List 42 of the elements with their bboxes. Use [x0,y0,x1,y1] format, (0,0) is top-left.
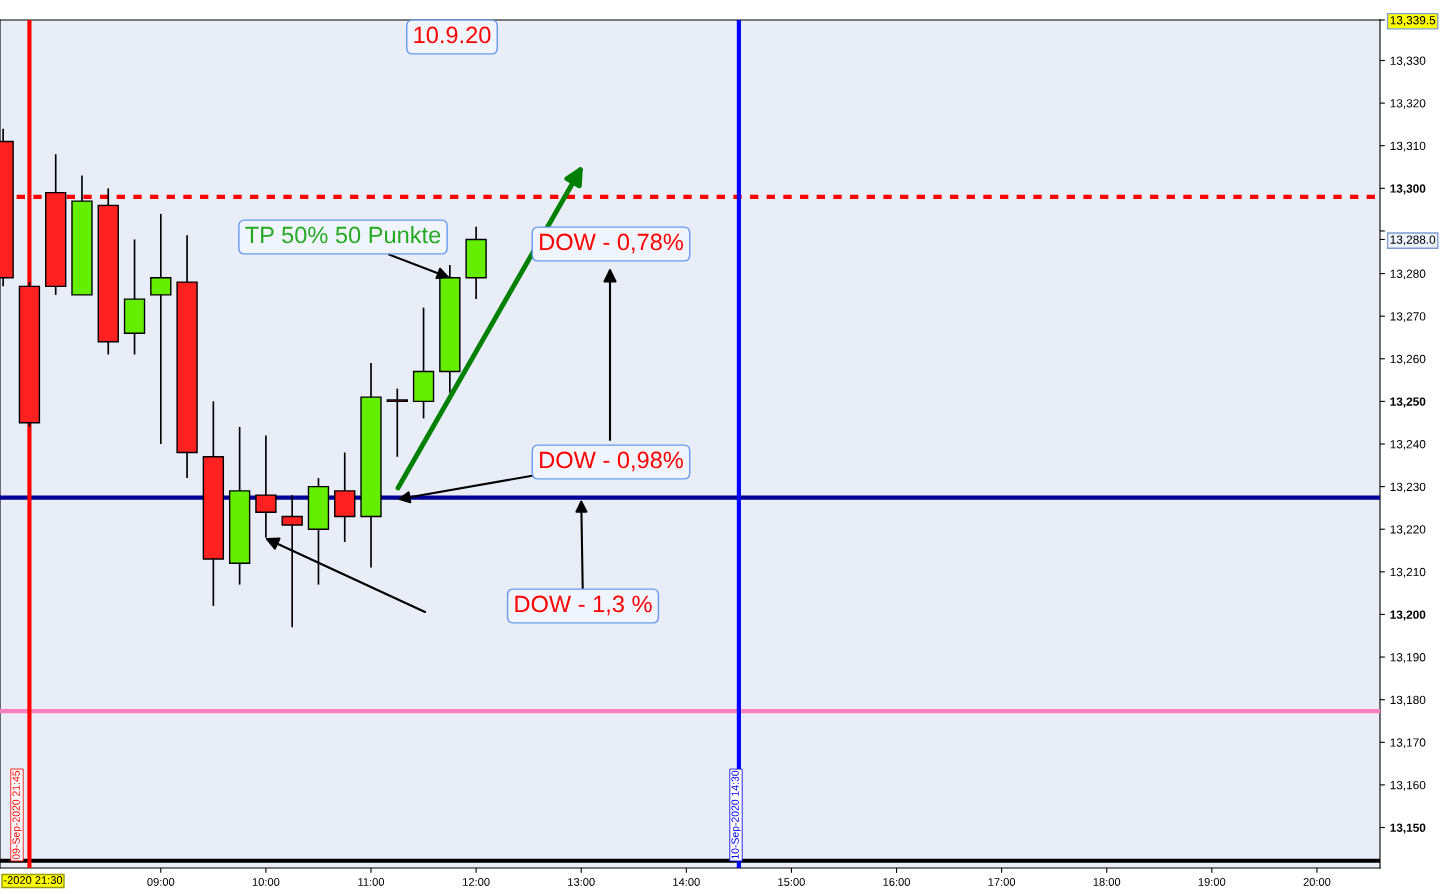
x-tick-label: 20:00 [1303,878,1331,886]
y-tick-label: 13,339.5 [1390,16,1436,26]
annotation: 10.9.20 [414,26,491,44]
annotation: DOW - 1,3 % [515,595,652,616]
y-tick-label: 13,288.0 [1390,235,1436,246]
x-tick-label: 13:00 [568,878,595,886]
y-tick-label: 13,280 [1390,269,1426,280]
x-tick-label: 14:00 [673,878,700,886]
x-tick-label: 09:00 [147,878,175,886]
y-tick-label: 13,240 [1390,440,1426,450]
y-tick-label: 13,270 [1390,312,1426,322]
y-tick-label: 13,180 [1390,695,1426,706]
x-tick-label: 15:00 [778,878,805,886]
x-tick-label: 17:00 [988,878,1016,886]
y-tick-label: 13,310 [1390,141,1426,152]
y-tick-label: 13,230 [1390,482,1426,493]
x-tick-label: 16:00 [883,878,910,886]
y-tick-label: 13,150 [1390,823,1426,834]
y-tick-label: 13,190 [1390,653,1426,663]
y-tick-label: 13,320 [1390,99,1426,109]
x-tick-label: 10:00 [252,878,280,886]
y-tick-label: 13,160 [1390,780,1426,791]
y-tick-label: 13,210 [1390,567,1426,578]
annotation: DOW - 0,98% [540,451,683,472]
candlestick [150,213,172,445]
x-tick-label: 12:00 [463,878,490,886]
annotation: DOW - 0,78% [540,233,683,254]
y-tick-label: 13,170 [1390,738,1426,749]
y-tick-label: 13,200 [1390,610,1426,621]
y-tick-label: 13,260 [1390,354,1426,365]
candlestick [386,387,408,458]
y-tick-label: 13,220 [1390,525,1426,536]
annotation: 09-Sep-2020 21:45 [12,770,22,860]
y-tick-label: 13,330 [1390,56,1426,67]
x-tick-label: 18:00 [1093,878,1121,886]
annotation: TP 50% 50 Punkte [245,226,441,244]
text: -2020 21:30 [3,876,63,884]
x-tick-label: 19:00 [1198,878,1226,886]
annotation: 10-Sep-2020 14:30 [731,770,741,859]
y-tick-label: 13,250 [1390,397,1426,408]
y-tick-label: 13,300 [1390,184,1426,195]
x-tick-label: 11:00 [358,878,385,886]
